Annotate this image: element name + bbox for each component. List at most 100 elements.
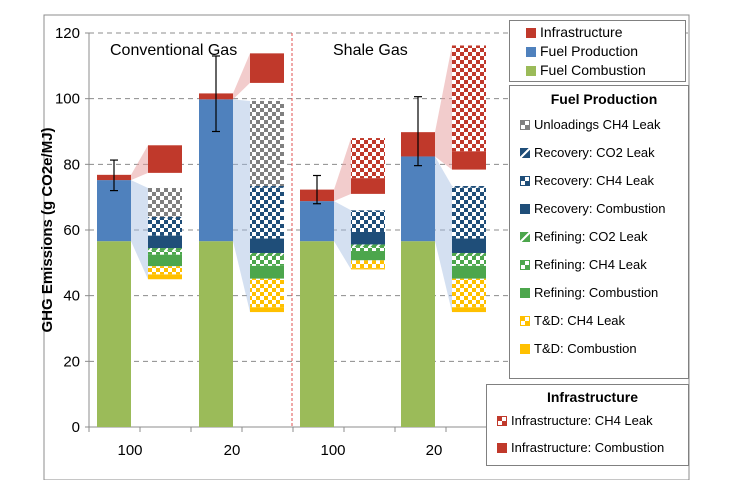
group-label: Conventional Gas	[110, 42, 237, 59]
bar-fuel-combustion	[300, 241, 334, 427]
connector-infrastructure	[131, 145, 148, 181]
detail-refining-combustion	[250, 265, 284, 279]
legend-swatch-icon	[520, 175, 530, 186]
bar-fuel-combustion	[401, 241, 435, 427]
detail-refining-co2-leak	[148, 248, 182, 251]
y-tick-label: 40	[63, 288, 80, 305]
detail-infrastructure-combustion	[452, 151, 486, 170]
bar-fuel-production	[401, 156, 435, 242]
detail-t-d-combustion	[148, 274, 182, 280]
connector-infrastructure	[435, 45, 452, 170]
legend-swatch-icon	[520, 231, 530, 242]
legend-infrastructure: Infrastructure Infrastructure: CH4 Leak I…	[486, 384, 689, 466]
chart-frame	[43, 14, 690, 480]
bar-fuel-combustion	[199, 241, 233, 427]
detail-recovery-co2-leak	[148, 216, 182, 219]
detail-recovery-ch4-leak	[452, 187, 486, 239]
detail-recovery-combustion	[452, 238, 486, 253]
detail-t-d-ch4-leak	[351, 260, 385, 269]
legend-item: Fuel Production	[526, 42, 685, 61]
legend-item-label: Recovery: CO2 Leak	[534, 145, 655, 160]
detail-refining-ch4-leak	[351, 247, 385, 252]
legend-item: T&D: Combustion	[520, 341, 688, 356]
legend-item-label: Recovery: Combustion	[534, 201, 666, 216]
y-tick-label: 60	[63, 222, 80, 239]
y-tick-label: 0	[72, 419, 80, 436]
legend-item: Refining: CH4 Leak	[520, 257, 688, 272]
legend-item: Infrastructure: CH4 Leak	[497, 413, 688, 428]
detail-t-d-combustion	[351, 268, 385, 270]
detail-refining-ch4-leak	[452, 255, 486, 266]
detail-recovery-co2-leak	[250, 186, 284, 188]
legend-item-label: Infrastructure	[540, 24, 623, 40]
detail-refining-co2-leak	[250, 252, 284, 256]
legend-item-label: Refining: CH4 Leak	[534, 257, 647, 272]
connector-fuel-production	[131, 180, 148, 280]
legend-swatch-icon	[520, 343, 530, 354]
connector-fuel-production	[233, 99, 250, 313]
legend-item: Recovery: Combustion	[520, 201, 688, 216]
detail-refining-co2-leak	[452, 252, 486, 256]
connector-infrastructure	[334, 138, 351, 202]
legend-item-label: Infrastructure: CH4 Leak	[511, 413, 653, 428]
legend-item: Unloadings CH4 Leak	[520, 117, 688, 132]
legend-item-label: Unloadings CH4 Leak	[534, 117, 661, 132]
detail-infrastructure-ch4-leak	[351, 138, 385, 179]
detail-recovery-combustion	[148, 235, 182, 249]
legend-item: Fuel Combustion	[526, 61, 685, 80]
legend-item: T&D: CH4 Leak	[520, 313, 688, 328]
y-axis-label: GHG Emissions (g CO2e/MJ)	[39, 127, 56, 332]
connector-fuel-production	[435, 156, 452, 313]
legend-item-label: Fuel Combustion	[540, 62, 646, 78]
legend-swatch-icon	[520, 147, 530, 158]
legend-item: Infrastructure	[526, 23, 685, 42]
legend-item: Refining: CO2 Leak	[520, 229, 688, 244]
legend-item: Refining: Combustion	[520, 285, 688, 300]
legend-swatch-icon	[520, 203, 530, 214]
detail-t-d-combustion	[250, 307, 284, 313]
legend-swatch-icon	[497, 415, 507, 426]
detail-infrastructure-combustion	[148, 145, 182, 173]
legend-swatch-icon	[526, 46, 536, 57]
x-tick-label: 20	[426, 442, 443, 459]
detail-recovery-co2-leak	[452, 186, 486, 188]
legend-swatch-icon	[520, 287, 530, 298]
detail-recovery-co2-leak	[351, 210, 385, 211]
detail-recovery-ch4-leak	[250, 187, 284, 239]
detail-recovery-ch4-leak	[148, 218, 182, 236]
legend-fuel-production: Fuel Production Unloadings CH4 Leak Recov…	[509, 85, 689, 379]
detail-infrastructure-combustion	[250, 53, 284, 83]
y-tick-label: 120	[55, 25, 80, 42]
x-tick-label: 100	[320, 442, 345, 459]
connector-infrastructure	[233, 53, 250, 100]
detail-infrastructure-ch4-leak	[452, 45, 486, 152]
detail-unloadings-ch4-leak	[148, 187, 182, 217]
legend-swatch-icon	[520, 119, 530, 130]
legend-infrastructure-title: Infrastructure	[546, 389, 639, 405]
legend-item: Recovery: CH4 Leak	[520, 173, 688, 188]
detail-t-d-combustion	[452, 307, 486, 313]
detail-refining-combustion	[452, 265, 486, 279]
detail-recovery-ch4-leak	[351, 210, 385, 232]
legend-fuel-production-title: Fuel Production	[550, 91, 658, 107]
detail-unloadings-ch4-leak	[250, 100, 284, 187]
x-tick-label: 100	[117, 442, 142, 459]
legend-item: Recovery: CO2 Leak	[520, 145, 688, 160]
legend-swatch-icon	[520, 315, 530, 326]
detail-refining-combustion	[351, 251, 385, 261]
detail-refining-combustion	[148, 254, 182, 267]
detail-infrastructure-combustion	[351, 178, 385, 194]
legend-main: Infrastructure Fuel Production Fuel Combus…	[509, 20, 686, 82]
legend-item-label: T&D: Combustion	[534, 341, 637, 356]
detail-recovery-combustion	[351, 231, 385, 245]
legend-item: Infrastructure: Combustion	[497, 440, 688, 455]
detail-t-d-ch4-leak	[250, 278, 284, 308]
group-label: Shale Gas	[333, 42, 408, 59]
legend-item-label: Infrastructure: Combustion	[511, 440, 665, 455]
legend-item-label: T&D: CH4 Leak	[534, 313, 626, 328]
bar-fuel-production	[300, 201, 334, 242]
detail-refining-ch4-leak	[148, 250, 182, 255]
connector-fuel-production	[334, 201, 351, 270]
detail-t-d-ch4-leak	[148, 266, 182, 275]
